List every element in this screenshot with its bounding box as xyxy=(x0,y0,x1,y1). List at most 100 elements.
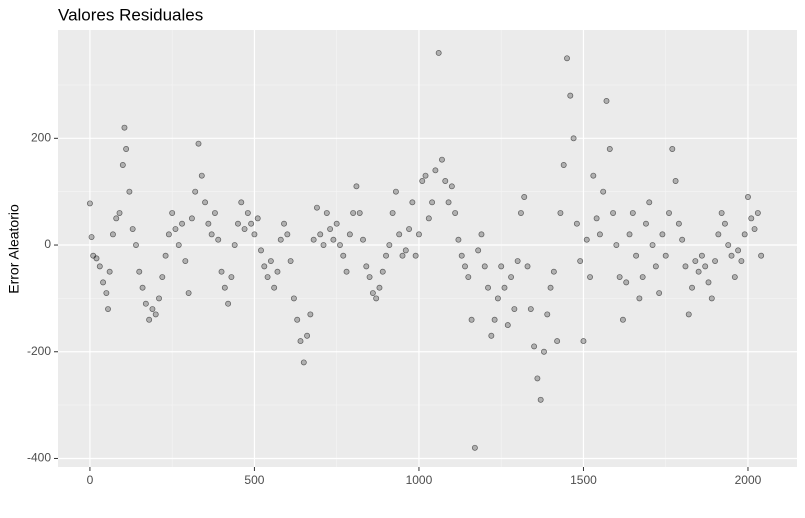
point xyxy=(465,274,472,280)
point xyxy=(738,258,745,264)
point xyxy=(626,231,633,238)
point xyxy=(748,215,755,222)
point xyxy=(146,316,153,323)
point xyxy=(514,258,521,264)
y-tick-label: 200 xyxy=(31,130,51,144)
point xyxy=(389,210,396,216)
point xyxy=(323,210,330,216)
point xyxy=(353,183,360,190)
point xyxy=(235,220,241,227)
point xyxy=(383,252,389,259)
point xyxy=(165,231,172,238)
point xyxy=(442,178,449,184)
point xyxy=(188,215,195,222)
point xyxy=(675,220,682,227)
point xyxy=(152,311,159,318)
point xyxy=(409,199,416,206)
point xyxy=(501,284,508,291)
point xyxy=(228,274,235,280)
x-tick-label: 1000 xyxy=(406,473,433,487)
point xyxy=(544,311,551,318)
point xyxy=(521,194,528,200)
point xyxy=(541,348,547,355)
point xyxy=(205,220,212,227)
point xyxy=(708,295,715,302)
point xyxy=(494,295,501,302)
point xyxy=(685,311,692,318)
point xyxy=(211,210,218,216)
point xyxy=(281,220,287,227)
point xyxy=(300,359,307,366)
point xyxy=(567,92,574,99)
point xyxy=(682,263,689,270)
point xyxy=(392,188,399,195)
x-tick-label: 1500 xyxy=(570,473,597,487)
point xyxy=(287,258,294,264)
point xyxy=(369,290,376,297)
point xyxy=(251,231,258,238)
point xyxy=(121,124,128,131)
point xyxy=(415,231,422,238)
point xyxy=(185,290,192,297)
point xyxy=(333,220,340,227)
point xyxy=(583,236,590,243)
point xyxy=(745,194,751,200)
point xyxy=(537,396,544,403)
point xyxy=(208,231,215,238)
point xyxy=(376,284,383,291)
point xyxy=(666,210,672,216)
point xyxy=(508,274,515,280)
point xyxy=(629,210,636,216)
point xyxy=(649,242,656,248)
point xyxy=(669,146,676,152)
point xyxy=(721,220,728,227)
point xyxy=(455,236,462,243)
point xyxy=(202,199,209,206)
point xyxy=(475,247,482,254)
point xyxy=(106,268,113,275)
point xyxy=(159,274,166,280)
point xyxy=(350,210,357,216)
x-tick-label: 500 xyxy=(244,473,264,487)
point xyxy=(264,274,271,280)
point xyxy=(386,242,393,248)
point xyxy=(659,231,666,238)
point xyxy=(485,284,491,291)
point xyxy=(396,231,403,238)
point xyxy=(639,274,646,280)
point xyxy=(402,247,409,254)
point xyxy=(619,316,626,323)
point xyxy=(560,162,567,168)
point xyxy=(169,210,176,216)
point xyxy=(399,252,406,259)
point xyxy=(231,242,238,248)
point xyxy=(215,236,222,243)
point xyxy=(587,274,593,280)
point xyxy=(488,332,495,339)
point xyxy=(307,311,314,318)
point xyxy=(271,284,278,291)
point xyxy=(458,252,465,259)
point xyxy=(754,210,761,216)
point xyxy=(373,295,380,302)
y-tick-label: 0 xyxy=(44,237,51,251)
point xyxy=(481,263,488,270)
point xyxy=(96,263,103,270)
point xyxy=(550,268,557,275)
point xyxy=(731,274,738,280)
point xyxy=(366,274,373,280)
point xyxy=(136,268,143,275)
point xyxy=(725,242,732,248)
point xyxy=(439,156,445,163)
point xyxy=(346,231,353,238)
point xyxy=(327,226,334,232)
point xyxy=(452,210,459,216)
point xyxy=(330,236,337,243)
point xyxy=(448,183,455,190)
point xyxy=(531,343,538,350)
point xyxy=(577,258,584,264)
point xyxy=(297,338,304,345)
point xyxy=(735,247,742,254)
